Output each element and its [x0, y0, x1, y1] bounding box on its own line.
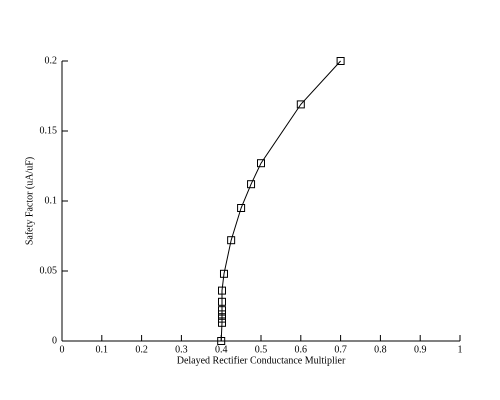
x-tick-label: 0.7	[334, 344, 347, 355]
marker	[219, 269, 228, 278]
marker	[217, 310, 226, 319]
x-tick-label: 0	[60, 344, 65, 355]
marker	[217, 318, 226, 327]
y-tick-label: 0.05	[40, 265, 58, 276]
x-tick-label: 0.5	[255, 344, 268, 355]
marker	[247, 180, 256, 189]
x-tick-label: 0.2	[135, 344, 148, 355]
x-tick-label: 0.3	[175, 344, 188, 355]
marker	[296, 100, 305, 109]
x-tick-label: 0.8	[374, 344, 387, 355]
marker	[237, 204, 246, 212]
x-tick-label: 0.6	[295, 344, 308, 355]
y-tick-label: 0	[52, 335, 57, 346]
marker	[227, 236, 236, 245]
x-axis-label: Delayed Rectifier Conductance Multiplier	[177, 355, 346, 366]
y-axis-label: Safety Factor (uA/uF)	[24, 157, 35, 245]
y-tick-label: 0.1	[45, 195, 58, 206]
marker	[217, 337, 226, 345]
marker	[217, 306, 226, 315]
marker	[336, 57, 345, 65]
marker	[217, 286, 226, 295]
x-tick-label: 0.1	[96, 344, 109, 355]
series-line	[220, 60, 341, 342]
marker	[257, 159, 265, 168]
marker	[217, 297, 226, 306]
y-tick-label: 0.15	[40, 125, 58, 136]
x-tick-label: 1	[458, 344, 463, 355]
marker	[217, 314, 226, 323]
x-tick-label: 0.4	[215, 344, 228, 355]
x-tick-label: 0.9	[414, 344, 427, 355]
y-tick-label: 0.2	[45, 55, 58, 66]
